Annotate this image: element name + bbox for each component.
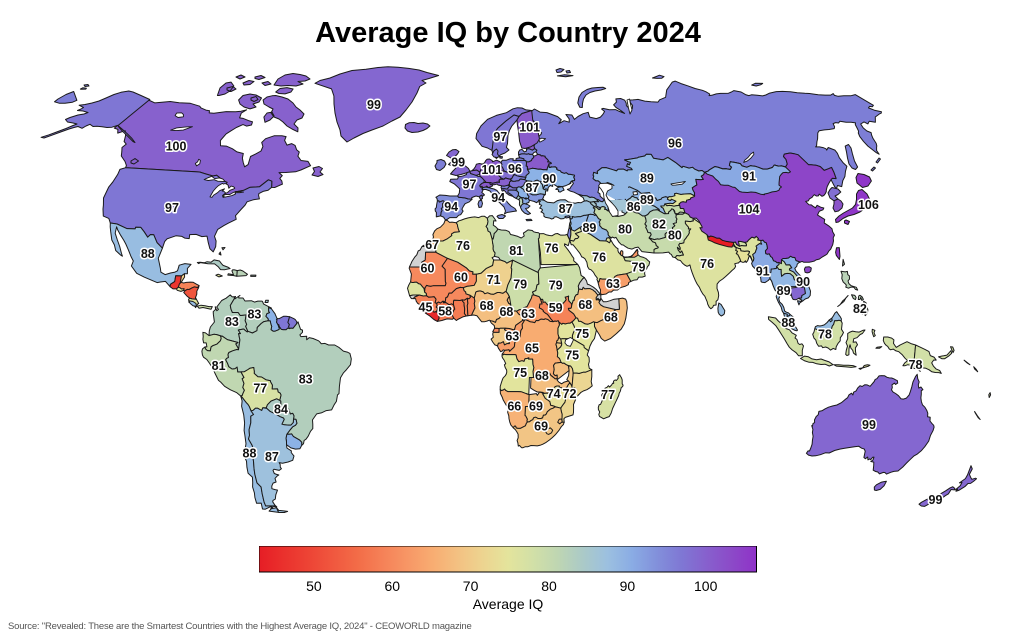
svg-text:68: 68 — [535, 369, 549, 383]
svg-text:96: 96 — [508, 162, 522, 176]
svg-text:59: 59 — [549, 301, 563, 315]
svg-text:66: 66 — [507, 399, 521, 413]
svg-text:69: 69 — [529, 399, 543, 413]
svg-text:106: 106 — [858, 198, 879, 212]
svg-text:97: 97 — [165, 201, 179, 215]
svg-text:97: 97 — [463, 178, 477, 192]
svg-text:89: 89 — [640, 193, 654, 207]
svg-text:86: 86 — [627, 200, 641, 214]
svg-text:74: 74 — [547, 387, 561, 401]
svg-text:89: 89 — [640, 172, 654, 186]
svg-text:89: 89 — [582, 221, 596, 235]
svg-text:88: 88 — [141, 247, 155, 261]
svg-text:84: 84 — [274, 402, 288, 416]
svg-text:75: 75 — [575, 327, 589, 341]
svg-text:45: 45 — [419, 300, 433, 314]
svg-text:69: 69 — [534, 420, 548, 434]
svg-text:99: 99 — [367, 98, 381, 112]
svg-text:91: 91 — [756, 265, 770, 279]
svg-text:68: 68 — [578, 298, 592, 312]
svg-text:76: 76 — [592, 251, 606, 265]
svg-text:96: 96 — [668, 137, 682, 151]
svg-text:72: 72 — [563, 387, 577, 401]
svg-text:99: 99 — [451, 156, 465, 170]
svg-text:101: 101 — [481, 163, 502, 177]
svg-text:94: 94 — [491, 191, 505, 205]
svg-text:88: 88 — [781, 316, 795, 330]
svg-text:90: 90 — [796, 275, 810, 289]
svg-text:99: 99 — [862, 418, 876, 432]
svg-text:60: 60 — [421, 261, 435, 275]
svg-text:80: 80 — [668, 229, 682, 243]
svg-text:75: 75 — [513, 366, 527, 380]
svg-text:63: 63 — [521, 307, 535, 321]
svg-text:99: 99 — [929, 493, 943, 507]
svg-text:67: 67 — [425, 238, 439, 252]
svg-text:87: 87 — [525, 181, 539, 195]
svg-text:68: 68 — [499, 305, 513, 319]
svg-text:82: 82 — [853, 302, 867, 316]
svg-text:76: 76 — [700, 257, 714, 271]
svg-text:77: 77 — [253, 381, 267, 395]
svg-text:83: 83 — [299, 373, 313, 387]
svg-text:79: 79 — [513, 278, 527, 292]
svg-text:83: 83 — [247, 308, 261, 322]
svg-text:83: 83 — [225, 315, 239, 329]
svg-text:94: 94 — [444, 200, 458, 214]
svg-text:68: 68 — [480, 299, 494, 313]
svg-text:87: 87 — [265, 450, 279, 464]
svg-text:78: 78 — [818, 328, 832, 342]
svg-text:71: 71 — [487, 273, 501, 287]
svg-text:81: 81 — [212, 359, 226, 373]
svg-text:81: 81 — [509, 244, 523, 258]
svg-text:63: 63 — [606, 277, 620, 291]
svg-text:104: 104 — [739, 203, 760, 217]
svg-text:90: 90 — [542, 172, 556, 186]
svg-text:87: 87 — [559, 202, 573, 216]
svg-text:60: 60 — [454, 270, 468, 284]
svg-text:89: 89 — [777, 284, 791, 298]
svg-text:76: 76 — [545, 242, 559, 256]
svg-text:78: 78 — [909, 358, 923, 372]
svg-text:97: 97 — [493, 130, 507, 144]
svg-text:82: 82 — [652, 218, 666, 232]
svg-text:88: 88 — [243, 447, 257, 461]
svg-text:79: 79 — [549, 278, 563, 292]
svg-text:80: 80 — [618, 222, 632, 236]
svg-text:79: 79 — [632, 261, 646, 275]
svg-text:100: 100 — [166, 140, 187, 154]
svg-text:58: 58 — [438, 305, 452, 319]
svg-text:65: 65 — [525, 341, 539, 355]
svg-text:75: 75 — [565, 349, 579, 363]
svg-text:91: 91 — [742, 170, 756, 184]
svg-text:101: 101 — [519, 120, 540, 134]
svg-text:76: 76 — [456, 239, 470, 253]
svg-text:68: 68 — [604, 311, 618, 325]
svg-text:63: 63 — [505, 330, 519, 344]
svg-text:77: 77 — [601, 388, 615, 402]
